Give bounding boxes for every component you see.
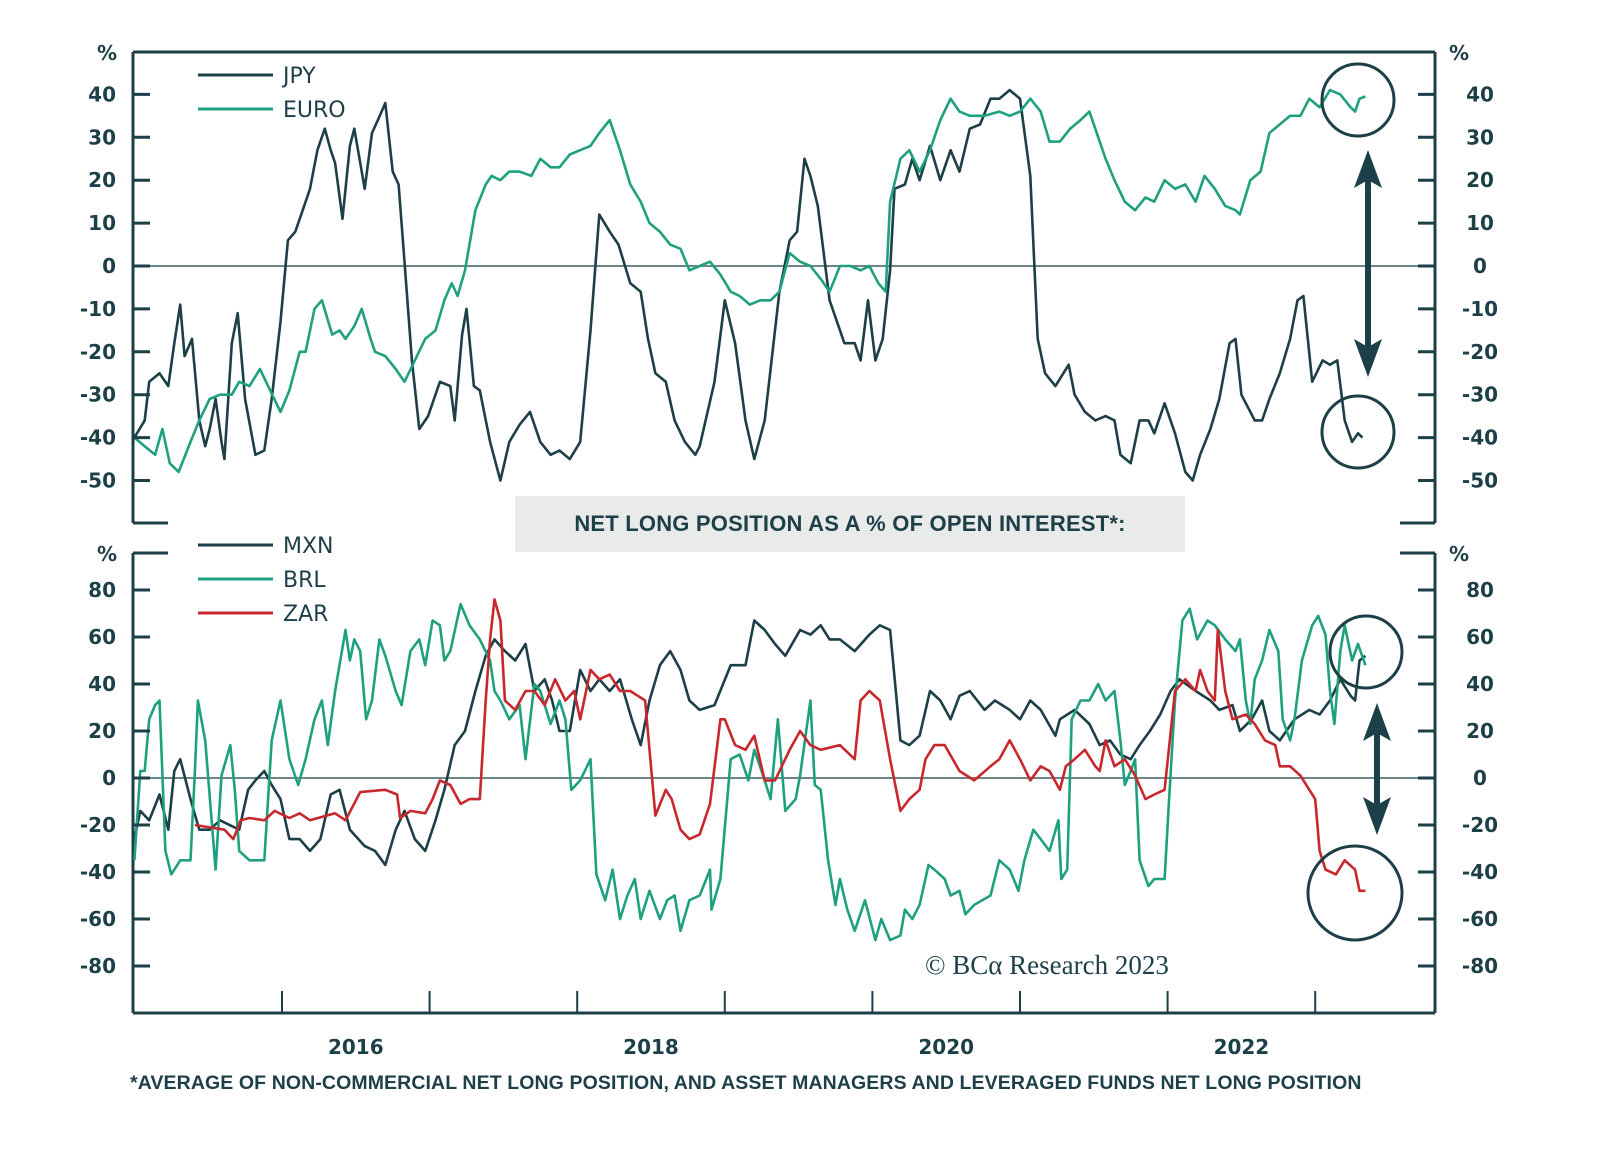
upper-ytick-label-right: 0	[1473, 254, 1487, 278]
lower-ytick-label-left: -60	[80, 907, 116, 931]
series-line-brl	[133, 602, 1367, 942]
upper-ytick-label-left: -50	[80, 469, 116, 493]
legend: JPY EURO MXN BRL ZAR	[198, 64, 346, 627]
annotations	[1306, 62, 1404, 942]
legend-label-brl: BRL	[283, 568, 326, 593]
circle-mxn-brl-latest	[1328, 614, 1404, 690]
upper-ytick-label-left: 10	[88, 211, 116, 235]
lower-unit-label-right: %	[1449, 542, 1469, 566]
lower-ytick-label-right: 40	[1466, 672, 1494, 696]
upper-ytick-label-left: 20	[88, 168, 116, 192]
upper-unit-label-right: %	[1449, 41, 1469, 65]
upper-ytick-label-left: 30	[88, 125, 116, 149]
legend-label-mxn: MXN	[283, 534, 334, 559]
legend-label-jpy: JPY	[281, 64, 316, 89]
upper-ytick-label-right: -40	[1462, 426, 1498, 450]
upper-series-group	[133, 88, 1366, 482]
upper-ytick-label-left: -10	[80, 297, 116, 321]
series-line-jpy	[133, 88, 1364, 482]
upper-ytick-label-left: 0	[102, 254, 116, 278]
xtick-label-2016: 2016	[328, 1035, 384, 1059]
lower-ytick-label-left: -40	[80, 860, 116, 884]
lower-unit-label-left: %	[97, 542, 117, 566]
lower-ytick-label-left: 0	[102, 766, 116, 790]
lower-ytick-label-right: -60	[1462, 907, 1498, 931]
legend-label-zar: ZAR	[283, 602, 328, 627]
upper-ytick-label-right: -10	[1462, 297, 1498, 321]
lower-ytick-label-right: 0	[1473, 766, 1487, 790]
upper-ytick-label-left: -30	[80, 383, 116, 407]
upper-ytick-label-left: -20	[80, 340, 116, 364]
chart-frames	[131, 50, 1437, 1015]
series-line-euro	[133, 88, 1366, 474]
upper-ytick-label-right: -30	[1462, 383, 1498, 407]
arrow-head-up-icon	[1363, 703, 1391, 741]
legend-label-euro: EURO	[283, 98, 346, 123]
upper-ytick-label-right: -50	[1462, 469, 1498, 493]
xtick-label-2020: 2020	[918, 1035, 974, 1059]
lower-ytick-label-left: 80	[88, 578, 116, 602]
lower-ytick-label-right: 60	[1466, 625, 1494, 649]
chart-title-banner: NET LONG POSITION AS A % OF OPEN INTERES…	[515, 496, 1185, 552]
upper-ytick-label-right: 20	[1466, 168, 1494, 192]
lower-ytick-label-left: 40	[88, 672, 116, 696]
arrow-head-down-icon	[1354, 339, 1382, 377]
copyright-watermark: © BCα Research 2023	[925, 950, 1169, 980]
xtick-label-2022: 2022	[1214, 1035, 1270, 1059]
upper-ytick-label-right: 10	[1466, 211, 1494, 235]
upper-ytick-label-right: 40	[1466, 82, 1494, 106]
circle-jpy-latest	[1320, 394, 1396, 470]
circle-zar-latest	[1306, 844, 1404, 942]
lower-series-group	[133, 598, 1367, 942]
upper-ytick-label-right: 30	[1466, 125, 1494, 149]
xtick-label-2018: 2018	[623, 1035, 679, 1059]
lower-ytick-label-right: 80	[1466, 578, 1494, 602]
double-arrow-upper	[1354, 150, 1382, 377]
double-arrow-lower	[1363, 703, 1391, 835]
upper-ytick-label-right: -20	[1462, 340, 1498, 364]
upper-ytick-label-left: 40	[88, 82, 116, 106]
lower-ytick-label-right: -40	[1462, 860, 1498, 884]
lower-ytick-label-left: 60	[88, 625, 116, 649]
footnote: *AVERAGE OF NON-COMMERCIAL NET LONG POSI…	[130, 1072, 1362, 1094]
series-line-mxn	[133, 619, 1367, 867]
arrow-head-up-icon	[1354, 150, 1382, 188]
upper-ytick-label-left: -40	[80, 426, 116, 450]
lower-ytick-label-left: -20	[80, 813, 116, 837]
lower-ytick-label-left: -80	[80, 954, 116, 978]
arrow-head-down-icon	[1363, 797, 1391, 835]
lower-ytick-label-right: -80	[1462, 954, 1498, 978]
lower-ytick-label-right: -20	[1462, 813, 1498, 837]
upper-unit-label-left: %	[97, 41, 117, 65]
lower-ytick-label-right: 20	[1466, 719, 1494, 743]
circle-euro-latest	[1320, 62, 1396, 138]
series-line-zar	[194, 598, 1366, 893]
lower-ytick-label-left: 20	[88, 719, 116, 743]
